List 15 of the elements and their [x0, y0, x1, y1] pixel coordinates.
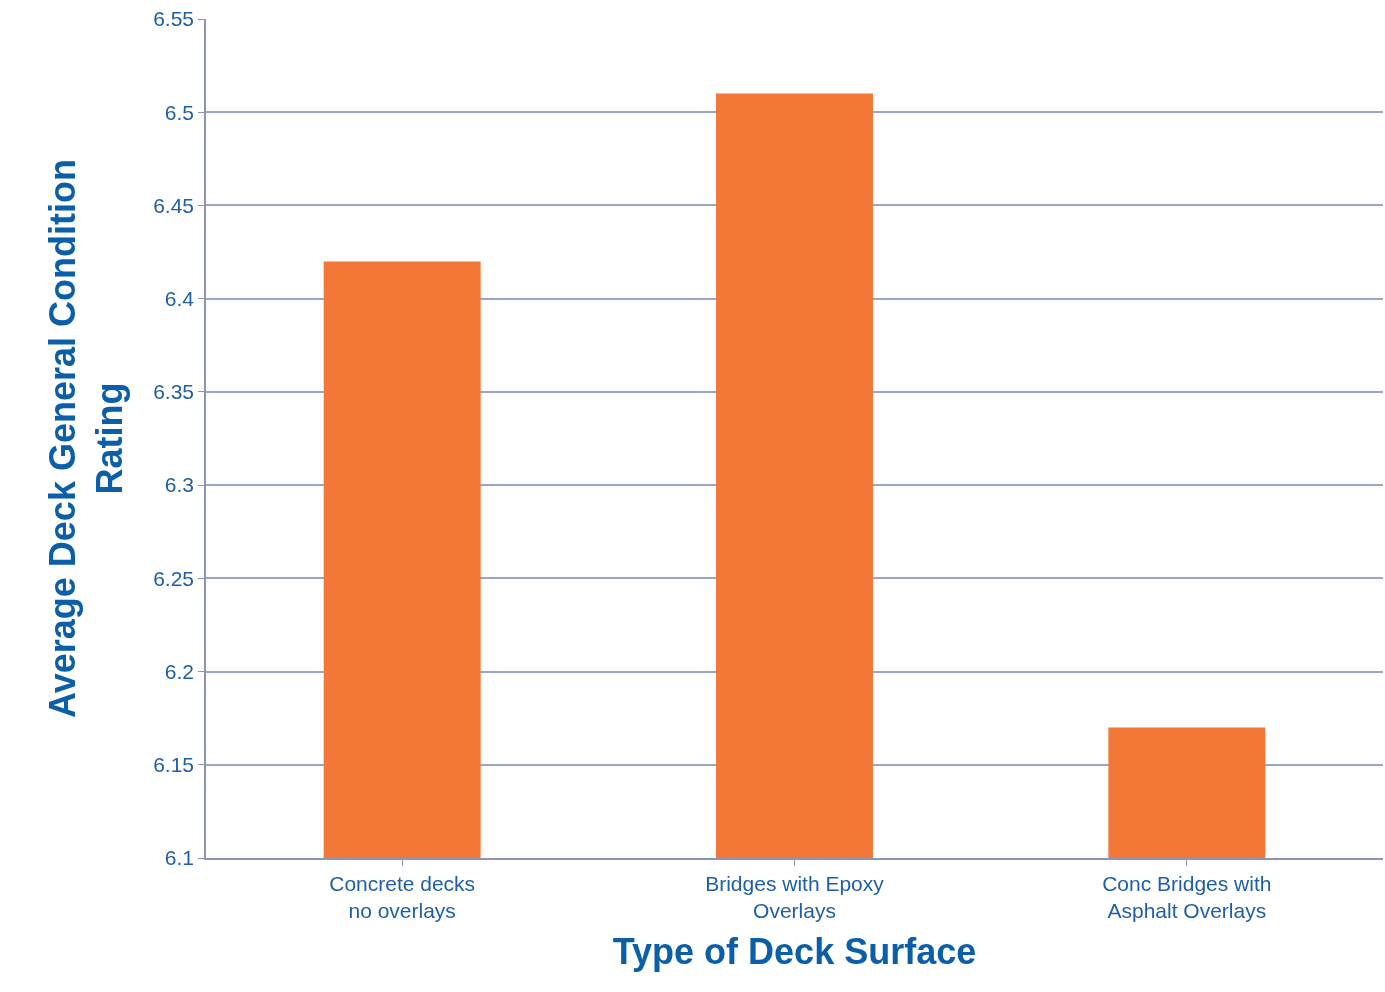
y-tick-label: 6.25: [153, 566, 195, 590]
x-tick-label: Conc Bridges with Asphalt Overlays: [1102, 871, 1272, 923]
y-tick-label: 6.3: [164, 473, 195, 497]
y-axis-title: Average Deck General Condition Rating: [41, 159, 130, 718]
y-tick-label: 6.1: [164, 846, 195, 870]
y-tick-label: 6.45: [153, 193, 195, 217]
y-tick-label: 6.15: [153, 753, 195, 777]
y-tick-label: 6.4: [164, 287, 195, 311]
y-tick-label: 6.55: [153, 7, 195, 31]
y-tick-label: 6.35: [153, 380, 195, 404]
x-tick-label: Concrete decks no overlays: [329, 871, 476, 923]
y-tick-label: 6.2: [164, 659, 195, 683]
x-axis-title: Type of Deck Surface: [612, 931, 977, 973]
x-tick-label: Bridges with Epoxy Overlays: [705, 871, 885, 923]
y-tick-label: 6.5: [164, 100, 195, 124]
